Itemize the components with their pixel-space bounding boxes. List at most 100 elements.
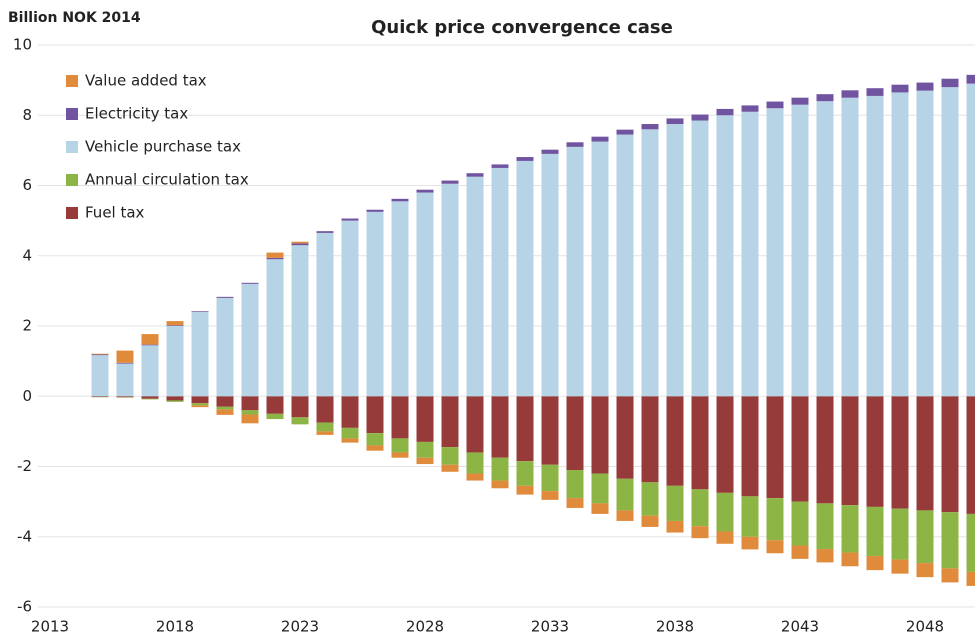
bar-segment [741, 396, 759, 497]
bar-segment [866, 95, 884, 397]
bar-segment [241, 414, 259, 424]
bar-segment [766, 396, 784, 499]
bar-segment [491, 480, 509, 489]
bar-segment [866, 88, 884, 96]
bar-segment [541, 149, 559, 154]
bar-segment [291, 417, 309, 425]
bar-segment [616, 510, 634, 521]
bar-segment [216, 296, 234, 298]
legend-swatch [66, 75, 78, 87]
bar-segment [766, 498, 784, 541]
bar-segment [941, 512, 959, 569]
bar-segment [491, 167, 509, 397]
bar-segment [741, 105, 759, 112]
bar-segment [791, 501, 809, 546]
bar-segment [166, 396, 184, 401]
bar-segment [891, 92, 909, 397]
bar-segment [841, 90, 859, 98]
bar-segment [266, 413, 284, 420]
bar-segment [91, 396, 109, 397]
bar-segment [916, 82, 934, 91]
y-tick-label: 0 [22, 387, 32, 405]
x-tick-label: 2018 [156, 618, 194, 636]
bar-segment [541, 464, 559, 492]
bar-segment [916, 396, 934, 511]
bar-segment [791, 97, 809, 105]
y-tick-label: 8 [22, 106, 32, 124]
bar-segment [416, 189, 434, 193]
bar-segment [741, 496, 759, 537]
bar-segment [691, 120, 709, 397]
chart-title: Quick price convergence case [371, 17, 673, 38]
bar-segment [141, 398, 159, 400]
bar-segment [291, 243, 309, 246]
bar-segment [816, 396, 834, 504]
bar-segment [966, 396, 975, 514]
bar-segment [666, 485, 684, 521]
bar-segment [641, 515, 659, 527]
bar-segment [866, 396, 884, 507]
bar-segment [241, 282, 259, 284]
bar-segment [141, 344, 159, 346]
bar-segment [716, 108, 734, 116]
bar-segment [791, 545, 809, 559]
bar-segment [441, 464, 459, 472]
bar-segment [391, 201, 409, 397]
bar-segment [541, 491, 559, 500]
bar-segment [616, 396, 634, 479]
bar-segment [716, 492, 734, 532]
bar-segment [191, 405, 209, 408]
bar-segment [141, 334, 159, 345]
bar-segment [166, 321, 184, 326]
bar-segment [666, 396, 684, 486]
bar-segment [441, 180, 459, 184]
legend-label: Vehicle purchase tax [85, 138, 241, 156]
bar-segment [891, 84, 909, 93]
bar-segment [666, 520, 684, 533]
bar-segment [366, 396, 384, 434]
x-tick-label: 2028 [406, 618, 444, 636]
bar-segment [241, 283, 259, 397]
x-tick-label: 2023 [281, 618, 319, 636]
bar-segment [816, 101, 834, 397]
bar-segment [416, 457, 434, 465]
bar-segment [891, 559, 909, 574]
bar-segment [766, 108, 784, 397]
y-tick-label: -2 [17, 457, 32, 475]
legend-swatch [66, 174, 78, 186]
bar-segment [391, 438, 409, 453]
bar-segment [591, 136, 609, 142]
y-tick-label: 4 [22, 246, 32, 264]
bar-segment [341, 438, 359, 443]
bar-segment [216, 297, 234, 397]
bar-segment [716, 396, 734, 493]
bar-segment [391, 198, 409, 202]
bar-segment [766, 540, 784, 554]
bar-segment [941, 87, 959, 397]
bar-segment [166, 325, 184, 326]
bar-segment [891, 396, 909, 509]
y-axis-label: Billion NOK 2014 [8, 10, 141, 26]
bar-segment [841, 97, 859, 397]
bar-segment [316, 396, 334, 423]
bar-segment [866, 506, 884, 557]
bar-segment [116, 363, 134, 397]
x-tick-label: 2048 [906, 618, 944, 636]
bar-segment [191, 311, 209, 397]
bar-segment [816, 503, 834, 550]
bar-segment [566, 146, 584, 397]
legend-label: Fuel tax [85, 204, 145, 222]
y-tick-label: 6 [22, 176, 32, 194]
bar-segment [266, 259, 284, 397]
bar-segment [741, 111, 759, 397]
x-tick-label: 2038 [656, 618, 694, 636]
bar-segment [91, 354, 109, 356]
bar-segment [116, 396, 134, 398]
x-tick-label: 2033 [531, 618, 569, 636]
bar-segment [491, 457, 509, 481]
bar-segment [291, 245, 309, 397]
bar-segment [416, 441, 434, 458]
bar-segment [691, 114, 709, 121]
bar-segment [616, 134, 634, 397]
